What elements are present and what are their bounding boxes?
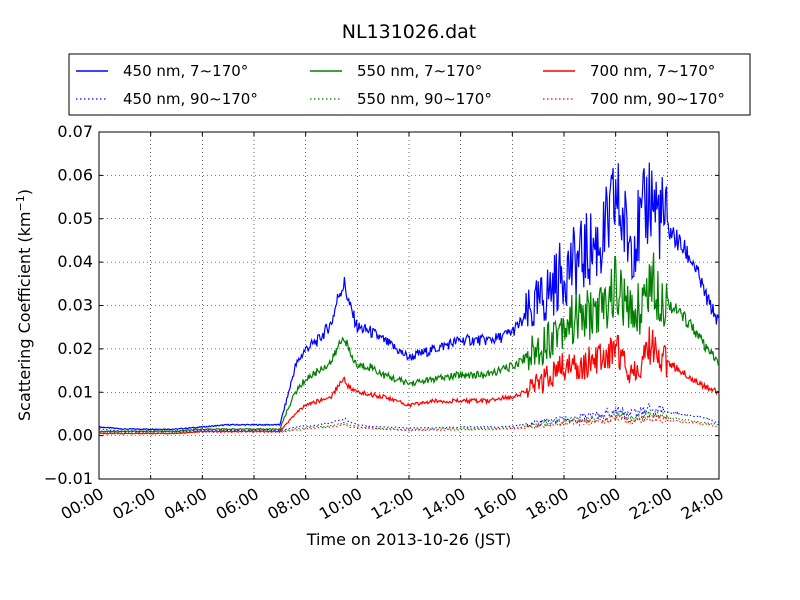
- x-tick-label: 18:00: [523, 484, 572, 524]
- y-axis-title-exponent: −1: [14, 195, 27, 211]
- legend-label: 550 nm, 7∼170°: [357, 62, 482, 80]
- series-group: [98, 162, 720, 435]
- y-axis-title: Scattering Coefficient (km−1): [14, 189, 34, 421]
- y-tick-label: 0.05: [57, 209, 93, 228]
- series-line-4: [98, 401, 720, 433]
- y-tick-label: 0.01: [57, 382, 93, 401]
- y-tick-label: 0.07: [57, 122, 93, 141]
- legend-label: 700 nm, 90∼170°: [590, 90, 725, 108]
- x-tick-label: 00:00: [58, 484, 107, 524]
- legend-label: 700 nm, 7∼170°: [590, 62, 715, 80]
- x-tick-label: 22:00: [626, 484, 675, 524]
- x-axis-title: Time on 2013-10-26 (JST): [306, 530, 511, 549]
- legend-label: 550 nm, 90∼170°: [357, 90, 492, 108]
- y-tick-label: 0.04: [57, 252, 93, 271]
- y-axis-title-suffix: ): [15, 189, 34, 195]
- x-tick-label: 08:00: [264, 484, 313, 524]
- legend-box: [68, 53, 751, 116]
- x-tick-label: 14:00: [419, 484, 468, 524]
- y-axis-title-main: Scattering Coefficient (km: [15, 211, 34, 421]
- legend-items: 450 nm, 7∼170° 550 nm, 7∼170° 700 nm, 7∼17…: [76, 62, 725, 108]
- y-tick-label: 0.06: [57, 165, 93, 184]
- x-tick-label: 10:00: [316, 484, 365, 524]
- y-tick-label: 0.00: [57, 426, 93, 445]
- y-tick-label: 0.03: [57, 296, 93, 315]
- x-tick-label: 16:00: [471, 484, 520, 524]
- legend: 450 nm, 7∼170° 550 nm, 7∼170° 700 nm, 7∼17…: [68, 53, 751, 116]
- chart-title: NL131026.dat: [342, 21, 477, 43]
- series-line-1: [98, 162, 720, 431]
- y-tick-label: 0.02: [57, 339, 93, 358]
- x-tick-label: 20:00: [574, 484, 623, 524]
- x-tick-label: 04:00: [161, 484, 210, 524]
- series-line-6: [98, 413, 720, 435]
- legend-label: 450 nm, 90∼170°: [123, 90, 258, 108]
- series-line-5: [98, 410, 720, 434]
- plot-area: 00:00 02:00 04:00 06:00 08:00 10:00 12:00 14:00…: [44, 122, 727, 524]
- x-tick-label: 02:00: [109, 484, 158, 524]
- y-tick-label: −0.01: [44, 469, 93, 488]
- x-tick-label: 24:00: [678, 484, 727, 524]
- legend-label: 450 nm, 7∼170°: [123, 62, 248, 80]
- series-line-2: [98, 252, 720, 433]
- y-axis-ticks: −0.01 0.00 0.01 0.02 0.03 0.04 0.05 0.06 0.07: [44, 122, 719, 488]
- x-tick-label: 12:00: [368, 484, 417, 524]
- x-tick-label: 06:00: [213, 484, 262, 524]
